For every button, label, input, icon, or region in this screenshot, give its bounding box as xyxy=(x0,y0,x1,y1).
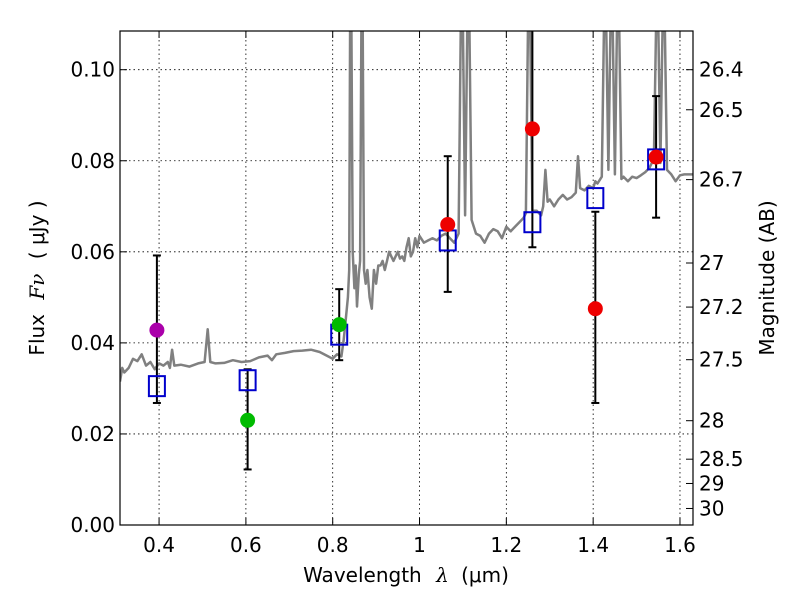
observed-point xyxy=(331,317,347,333)
y-tick-label: 0.10 xyxy=(70,58,115,82)
x-tick-label: 1.6 xyxy=(664,533,696,557)
y-tick-label: 0.04 xyxy=(70,331,115,355)
x-axis-label-unit: (μm) xyxy=(461,563,509,587)
y2-tick-label: 26.4 xyxy=(699,58,744,82)
x-axis-label-text: Wavelength xyxy=(303,563,422,587)
plot-frame xyxy=(119,30,694,526)
model-photometry-square xyxy=(238,369,257,392)
y2-axis-label: Magnitude (AB) xyxy=(755,200,779,355)
model-photometry-square xyxy=(647,148,666,171)
y2-tick-label: 26.7 xyxy=(699,168,744,192)
plot-area xyxy=(120,31,693,471)
y2-tick-label: 27 xyxy=(699,251,724,275)
y2-tick-label: 28 xyxy=(699,409,724,433)
observed-point xyxy=(149,322,165,338)
y-axis-label-symbol: Fν xyxy=(25,274,49,301)
y2-tick-label: 30 xyxy=(699,496,724,520)
observed-point xyxy=(440,217,456,233)
x-tick-label: 0.6 xyxy=(230,533,262,557)
model-photometry-square xyxy=(147,375,166,398)
observed-point xyxy=(587,301,603,317)
model-spectrum-line xyxy=(120,31,693,382)
y-tick-label: 0.06 xyxy=(70,240,115,264)
y2-tick-label: 27.5 xyxy=(699,348,744,372)
grid xyxy=(120,31,693,525)
y-axis-label-text: Flux xyxy=(25,314,49,356)
y-axis-label: Flux Fν ( μJy ) xyxy=(25,200,49,355)
x-tick-label: 1.2 xyxy=(490,533,522,557)
observed-point xyxy=(648,149,664,165)
y-tick-label: 0.02 xyxy=(70,422,115,446)
model-photometry-square xyxy=(523,211,542,234)
x-tick-label: 0.8 xyxy=(317,533,349,557)
y-tick-label: 0.08 xyxy=(70,149,115,173)
observed-point xyxy=(240,412,256,428)
y-tick-label: 0.00 xyxy=(70,513,115,537)
y2-tick-label: 29 xyxy=(699,471,724,495)
model-photometry-square xyxy=(586,187,605,210)
observed-point xyxy=(524,121,540,137)
y2-tick-label: 26.5 xyxy=(699,98,744,122)
x-axis-label: Wavelength λ (μm) xyxy=(303,563,509,587)
x-axis-label-symbol: λ xyxy=(435,563,449,587)
y2-tick-label: 28.5 xyxy=(699,447,744,471)
x-tick-label: 0.4 xyxy=(143,533,175,557)
y2-tick-label: 27.2 xyxy=(699,295,744,319)
x-tick-label: 1 xyxy=(413,533,426,557)
x-tick-label: 1.4 xyxy=(577,533,609,557)
y-axis-label-unit: ( μJy ) xyxy=(25,200,49,259)
axis-ticks: 0.4 0.6 0.8 1 1.2 1.4 1.6 0.00 0.02 0.04 0.06 0.08 0… xyxy=(70,31,744,557)
